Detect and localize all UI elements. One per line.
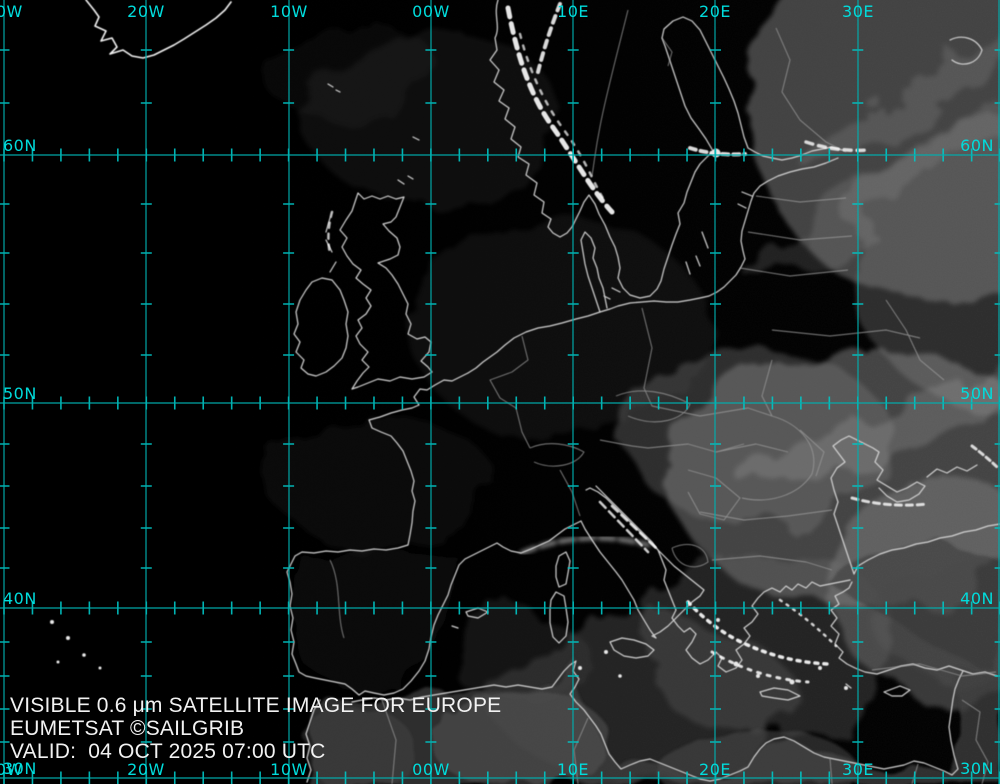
coast-ladoga — [949, 36, 983, 65]
lon-label-bottom-10w: 10W — [270, 760, 308, 779]
coast-crete-cyprus — [759, 683, 911, 701]
footer-valid: VALID: 04 OCT 2025 07:00 UTC — [10, 740, 326, 763]
lon-label-top-30e: 30E — [842, 2, 874, 21]
coast-jutland — [580, 191, 753, 313]
lat-label-right-30n: 30N — [960, 759, 994, 778]
coast-north-africa — [305, 660, 964, 783]
lat-label-right-50n: 50N — [960, 384, 994, 403]
coast-baltic-south — [467, 157, 839, 374]
bright-cloud-layer — [50, 2, 1000, 690]
coast-iceland — [85, 0, 232, 59]
footer-credit: EUMETSAT ©SAILGRIB — [10, 717, 245, 740]
coast-faroe — [327, 83, 420, 185]
lat-label-left-60n: 60N — [3, 136, 37, 155]
lon-label-bottom-30w: 30W — [0, 760, 23, 779]
coast-scandinavia — [489, 0, 843, 299]
border-layer — [329, 9, 997, 784]
lat-label-left-50n: 50N — [3, 384, 37, 403]
lat-label-right-60n: 60N — [960, 136, 994, 155]
coast-adriatic-greece — [595, 485, 851, 673]
coast-sicily — [609, 637, 655, 659]
coast-blacksea — [830, 435, 1000, 575]
coast-uk — [325, 192, 433, 390]
coast-turkey-west-south — [830, 581, 998, 677]
lon-label-bottom-30e: 30E — [842, 760, 874, 779]
lon-label-bottom-00w: 00W — [412, 760, 450, 779]
coast-ireland — [293, 277, 349, 377]
lon-label-top-10e: 10E — [557, 2, 589, 21]
lat-label-left-40n: 40N — [3, 589, 37, 608]
lat-label-left-30n: 30N — [3, 759, 37, 778]
coast-france-iberia — [286, 372, 582, 696]
coast-balearics — [451, 607, 489, 629]
lon-label-top-20w: 20W — [127, 2, 165, 21]
footer-title: VISIBLE 0.6 μm SATELLITE IMAGE FOR EUROP… — [10, 694, 502, 717]
coastline-layer — [85, 0, 1000, 783]
lon-label-top-10w: 10W — [270, 2, 308, 21]
lon-label-top-20e: 20E — [699, 2, 731, 21]
coast-corsica — [555, 551, 571, 588]
lat-label-right-40n: 40N — [960, 589, 994, 608]
lon-label-top-00w: 00W — [412, 2, 450, 21]
lon-label-bottom-20e: 20E — [699, 760, 731, 779]
coast-sardinia — [549, 591, 569, 644]
lon-label-bottom-10e: 10E — [557, 760, 589, 779]
lon-label-bottom-20w: 20W — [127, 760, 165, 779]
lon-label-top-30w: 30W — [0, 2, 23, 21]
